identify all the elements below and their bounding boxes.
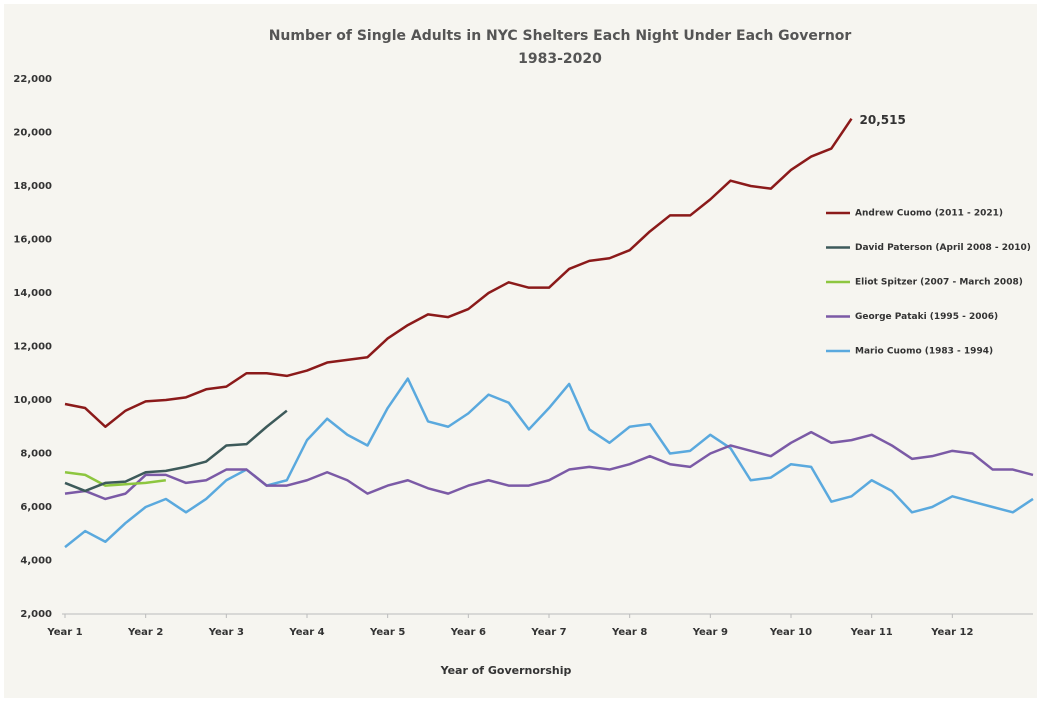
- legend-label: Mario Cuomo (1983 - 1994): [855, 347, 993, 357]
- x-tick-label: Year 8: [611, 627, 647, 638]
- x-tick-label: Year 6: [450, 627, 486, 638]
- series-line: [64, 430, 1034, 501]
- chart-subtitle: 1983-2020: [518, 51, 602, 67]
- y-tick-label: 14,000: [13, 288, 52, 299]
- y-tick-label: 4,000: [20, 556, 52, 567]
- data-label: 20,515: [860, 113, 906, 127]
- series-line: [64, 118, 853, 428]
- y-tick-label: 10,000: [13, 395, 52, 406]
- legend-label: David Paterson (April 2008 - 2010): [855, 243, 1031, 253]
- x-tick-label: Year 9: [692, 627, 728, 638]
- x-tick-label: Year 1: [46, 627, 82, 638]
- y-tick-label: 22,000: [13, 74, 52, 85]
- y-tick-label: 8,000: [20, 449, 52, 460]
- background: [4, 4, 1037, 698]
- legend-label: Andrew Cuomo (2011 - 2021): [855, 209, 1003, 219]
- x-axis-title: Year of Governorship: [440, 664, 572, 677]
- chart-title: Number of Single Adults in NYC Shelters …: [269, 28, 852, 44]
- y-tick-label: 2,000: [20, 609, 52, 620]
- legend-label: Eliot Spitzer (2007 - March 2008): [855, 278, 1023, 288]
- legend-label: George Pataki (1995 - 2006): [855, 312, 998, 322]
- x-tick-label: Year 2: [127, 627, 163, 638]
- y-tick-label: 20,000: [13, 128, 52, 139]
- series-line: [64, 409, 288, 493]
- y-tick-label: 6,000: [20, 502, 52, 513]
- y-tick-label: 18,000: [13, 181, 52, 192]
- y-tick-label: 16,000: [13, 235, 52, 246]
- y-tick-label: 12,000: [13, 342, 52, 353]
- x-tick-label: Year 11: [850, 627, 893, 638]
- series-line: [64, 377, 1034, 549]
- x-tick-label: Year 4: [288, 627, 324, 638]
- x-tick-label: Year 5: [369, 627, 405, 638]
- x-tick-label: Year 10: [769, 627, 812, 638]
- x-tick-label: Year 12: [930, 627, 973, 638]
- x-tick-label: Year 7: [530, 627, 566, 638]
- series-line: [64, 470, 166, 487]
- x-tick-label: Year 3: [208, 627, 244, 638]
